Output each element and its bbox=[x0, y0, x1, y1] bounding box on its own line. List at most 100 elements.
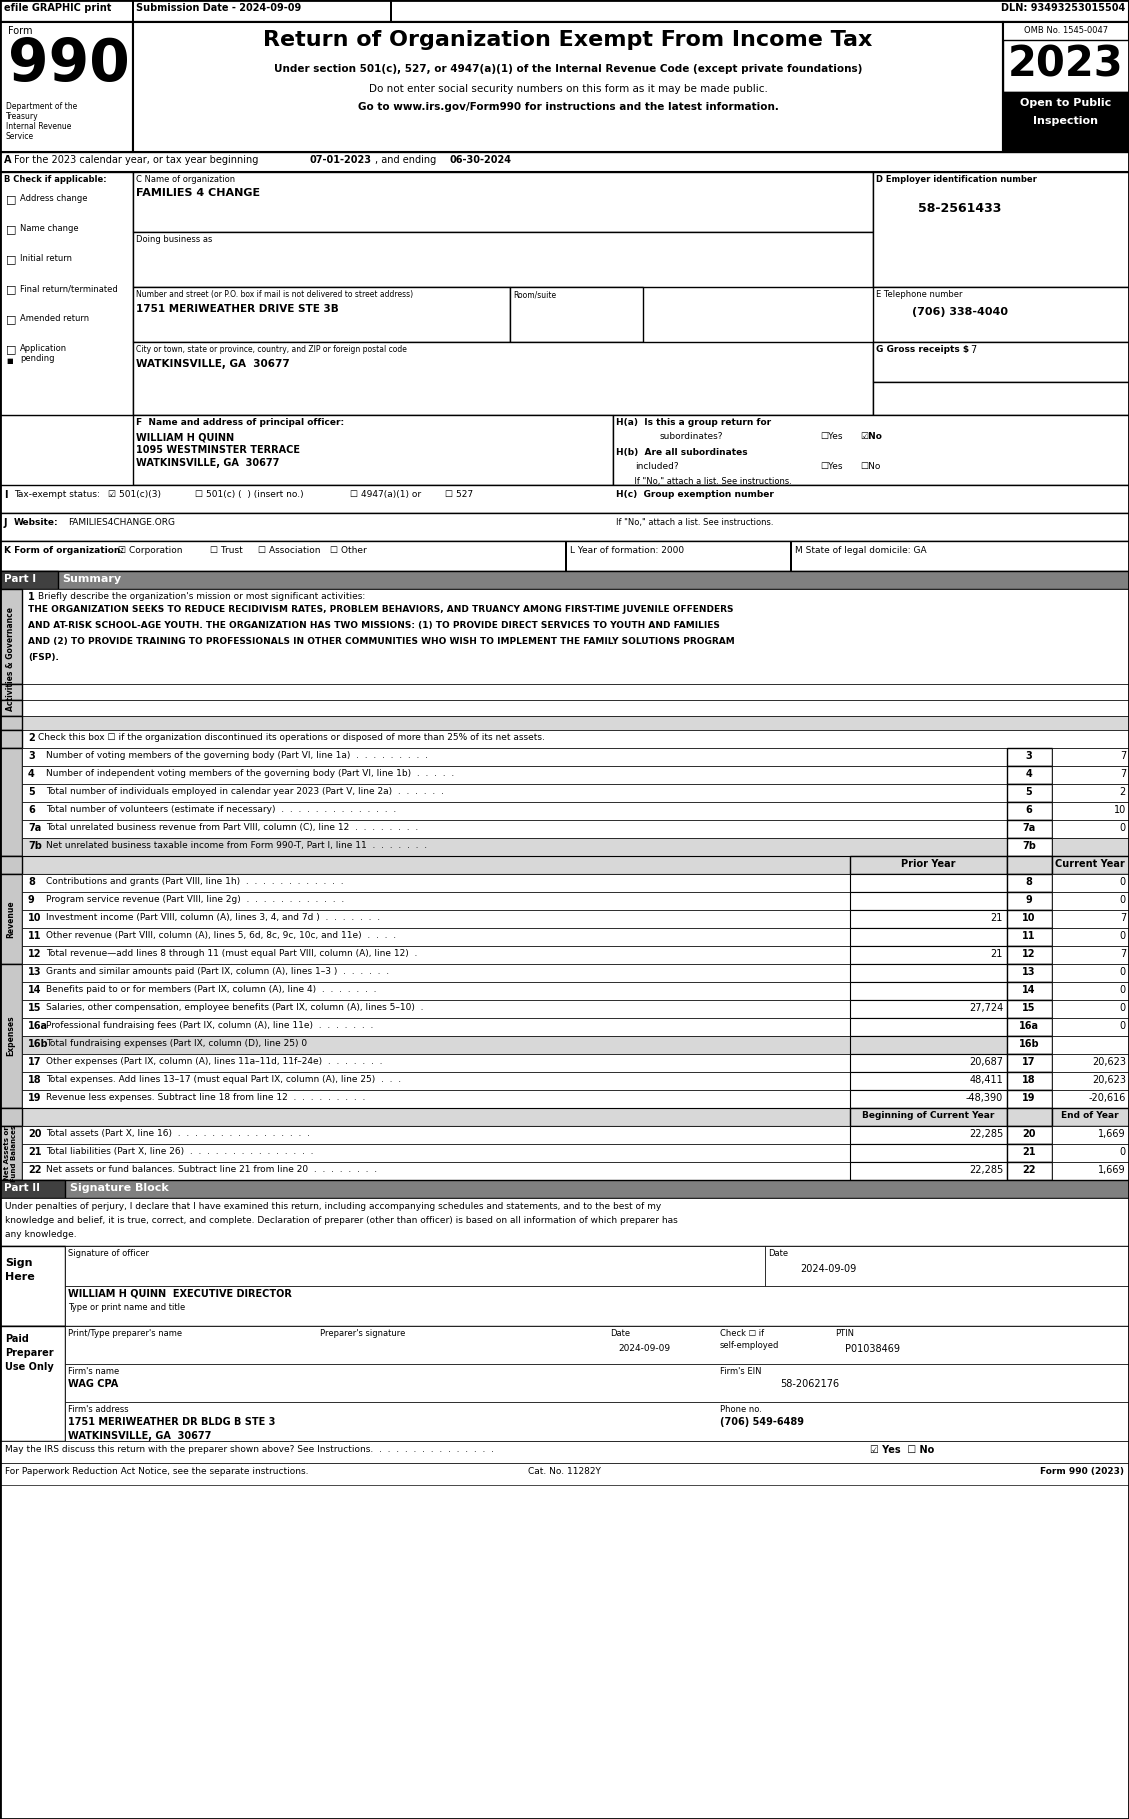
Text: Program service revenue (Part VIII, line 2g)  .  .  .  .  .  .  .  .  .  .  .  .: Program service revenue (Part VIII, line… bbox=[46, 895, 344, 904]
Bar bbox=[850, 1144, 1007, 1162]
Bar bbox=[1007, 1053, 1052, 1071]
Text: 1751 MERIWEATHER DR BLDG B STE 3: 1751 MERIWEATHER DR BLDG B STE 3 bbox=[68, 1417, 275, 1426]
Text: ☑ Yes  ☐ No: ☑ Yes ☐ No bbox=[870, 1444, 935, 1455]
Text: 1751 MERIWEATHER DRIVE STE 3B: 1751 MERIWEATHER DRIVE STE 3B bbox=[135, 304, 339, 315]
Text: Doing business as: Doing business as bbox=[135, 235, 212, 244]
Bar bbox=[1052, 1108, 1129, 1126]
Bar bbox=[0, 684, 1129, 700]
Text: Check ☐ if: Check ☐ if bbox=[720, 1330, 764, 1339]
Text: AND (2) TO PROVIDE TRAINING TO PROFESSIONALS IN OTHER COMMUNITIES WHO WISH TO IM: AND (2) TO PROVIDE TRAINING TO PROFESSIO… bbox=[28, 637, 735, 646]
Bar bbox=[1052, 910, 1129, 928]
Text: 16a: 16a bbox=[1019, 1020, 1039, 1031]
Text: Investment income (Part VIII, column (A), lines 3, 4, and 7d )  .  .  .  .  .  .: Investment income (Part VIII, column (A)… bbox=[46, 913, 380, 922]
Bar bbox=[133, 342, 873, 415]
Bar bbox=[21, 1000, 1129, 1019]
Text: Number of independent voting members of the governing body (Part VI, line 1b)  .: Number of independent voting members of … bbox=[46, 769, 454, 779]
Text: ☑No: ☑No bbox=[860, 431, 882, 440]
Text: Form 990 (2023): Form 990 (2023) bbox=[1040, 1466, 1124, 1475]
Text: 21: 21 bbox=[990, 913, 1003, 922]
Text: Beginning of Current Year: Beginning of Current Year bbox=[861, 1111, 995, 1121]
Text: 17: 17 bbox=[1022, 1057, 1035, 1068]
Text: Firm's EIN: Firm's EIN bbox=[720, 1368, 761, 1375]
Text: □: □ bbox=[6, 195, 17, 204]
Text: G Gross receipts $: G Gross receipts $ bbox=[876, 346, 969, 355]
Bar bbox=[1007, 964, 1052, 982]
Text: 7a: 7a bbox=[28, 822, 42, 833]
Text: included?: included? bbox=[634, 462, 679, 471]
Bar bbox=[21, 1053, 1129, 1071]
Text: 2: 2 bbox=[28, 733, 35, 742]
Text: Total number of individuals employed in calendar year 2023 (Part V, line 2a)  . : Total number of individuals employed in … bbox=[46, 788, 444, 797]
Text: Total revenue—add lines 8 through 11 (must equal Part VIII, column (A), line 12): Total revenue—add lines 8 through 11 (mu… bbox=[46, 950, 418, 959]
Bar bbox=[1007, 748, 1052, 766]
Bar bbox=[21, 802, 1129, 820]
Bar bbox=[0, 540, 1129, 571]
Text: 1095 WESTMINSTER TERRACE: 1095 WESTMINSTER TERRACE bbox=[135, 446, 300, 455]
Text: Service: Service bbox=[6, 133, 34, 142]
Text: H(c)  Group exemption number: H(c) Group exemption number bbox=[616, 489, 773, 498]
Text: 19: 19 bbox=[1022, 1093, 1035, 1102]
Text: 8: 8 bbox=[1025, 877, 1032, 888]
Text: 22: 22 bbox=[1022, 1164, 1035, 1175]
Bar bbox=[1007, 1019, 1052, 1037]
Bar bbox=[21, 766, 1129, 784]
Text: For Paperwork Reduction Act Notice, see the separate instructions.: For Paperwork Reduction Act Notice, see … bbox=[5, 1466, 308, 1475]
Text: Briefly describe the organization's mission or most significant activities:: Briefly describe the organization's miss… bbox=[38, 591, 366, 600]
Text: 0: 0 bbox=[1120, 822, 1126, 833]
Text: ■: ■ bbox=[6, 358, 12, 364]
Bar bbox=[765, 1246, 1129, 1286]
Bar bbox=[1007, 766, 1052, 784]
Text: 21: 21 bbox=[1022, 1148, 1035, 1157]
Bar bbox=[0, 571, 1129, 589]
Text: J: J bbox=[5, 518, 8, 528]
Bar bbox=[1007, 1126, 1052, 1144]
Text: FAMILIES 4 CHANGE: FAMILIES 4 CHANGE bbox=[135, 187, 260, 198]
Text: 18: 18 bbox=[28, 1075, 42, 1084]
Bar bbox=[873, 382, 1129, 415]
Bar bbox=[850, 910, 1007, 928]
Bar bbox=[1007, 982, 1052, 1000]
Text: 21: 21 bbox=[990, 950, 1003, 959]
Text: ☑ Corporation: ☑ Corporation bbox=[119, 546, 183, 555]
Text: 9: 9 bbox=[28, 895, 35, 906]
Text: I: I bbox=[5, 489, 8, 500]
Text: Total liabilities (Part X, line 26)  .  .  .  .  .  .  .  .  .  .  .  .  .  .  .: Total liabilities (Part X, line 26) . . … bbox=[46, 1148, 314, 1157]
Bar bbox=[1052, 946, 1129, 964]
Text: Check this box ☐ if the organization discontinued its operations or disposed of : Check this box ☐ if the organization dis… bbox=[38, 733, 545, 742]
Text: self-employed: self-employed bbox=[720, 1341, 779, 1350]
Bar bbox=[21, 820, 1129, 839]
Text: subordinates?: subordinates? bbox=[660, 431, 724, 440]
Bar bbox=[1007, 1037, 1052, 1053]
Bar bbox=[850, 873, 1007, 891]
Bar bbox=[21, 910, 1129, 928]
Text: -20,616: -20,616 bbox=[1088, 1093, 1126, 1102]
Text: Salaries, other compensation, employee benefits (Part IX, column (A), lines 5–10: Salaries, other compensation, employee b… bbox=[46, 1002, 423, 1011]
Bar bbox=[850, 1071, 1007, 1090]
Text: Here: Here bbox=[5, 1271, 35, 1282]
Bar bbox=[873, 287, 1129, 342]
Bar bbox=[1007, 802, 1052, 820]
Text: 0: 0 bbox=[1120, 931, 1126, 940]
Text: 4: 4 bbox=[28, 769, 35, 779]
Text: E Telephone number: E Telephone number bbox=[876, 289, 963, 298]
Text: 15: 15 bbox=[1022, 1002, 1035, 1013]
Text: Net unrelated business taxable income from Form 990-T, Part I, line 11  .  .  . : Net unrelated business taxable income fr… bbox=[46, 840, 427, 849]
Bar bbox=[1007, 1162, 1052, 1181]
Bar bbox=[1052, 1071, 1129, 1090]
Bar bbox=[873, 173, 1129, 287]
Text: 18: 18 bbox=[1022, 1075, 1035, 1084]
Text: 6: 6 bbox=[1025, 806, 1032, 815]
Text: Number and street (or P.O. box if mail is not delivered to street address): Number and street (or P.O. box if mail i… bbox=[135, 289, 413, 298]
Bar bbox=[0, 857, 21, 873]
Text: 58-2062176: 58-2062176 bbox=[780, 1379, 839, 1390]
Text: 13: 13 bbox=[1022, 968, 1035, 977]
Bar bbox=[0, 589, 21, 684]
Text: 16b: 16b bbox=[1018, 1039, 1040, 1050]
Bar bbox=[133, 233, 873, 287]
Text: ☐ 501(c) (  ) (insert no.): ☐ 501(c) ( ) (insert no.) bbox=[195, 489, 304, 498]
Text: 10: 10 bbox=[1113, 806, 1126, 815]
Text: 0: 0 bbox=[1120, 877, 1126, 888]
Bar bbox=[0, 1108, 21, 1126]
Text: 27,724: 27,724 bbox=[969, 1002, 1003, 1013]
Text: 12: 12 bbox=[1022, 950, 1035, 959]
